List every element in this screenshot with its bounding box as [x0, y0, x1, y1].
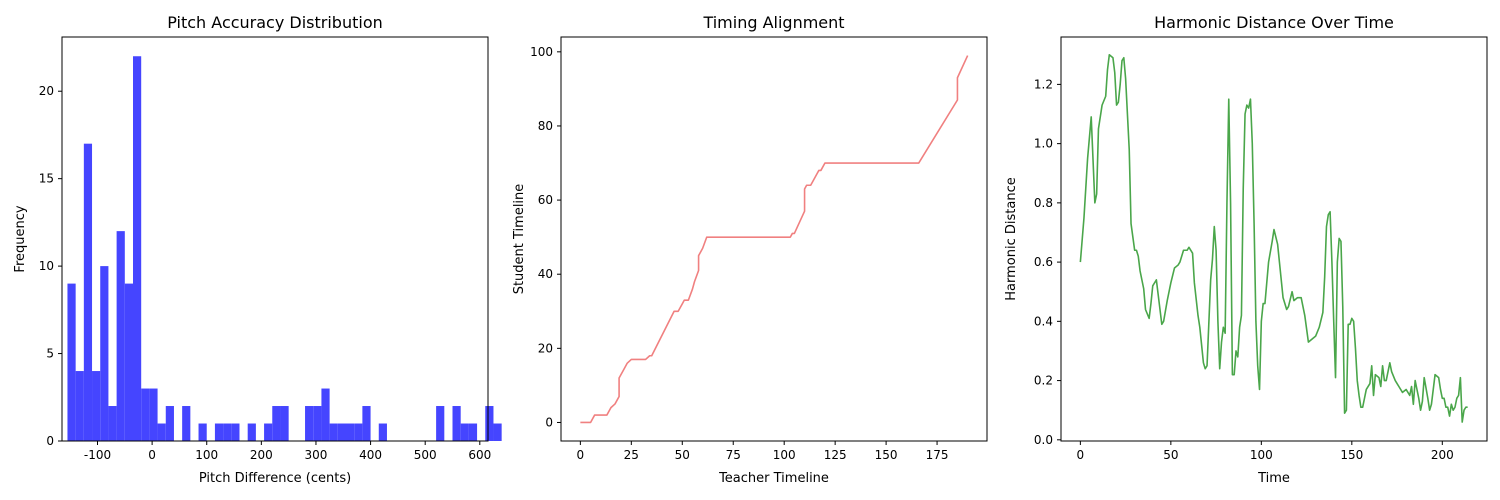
x-tick-label: 50 — [1163, 448, 1178, 462]
axes-frame — [61, 36, 489, 442]
histogram-bar — [198, 423, 207, 441]
y-tick-label: 100 — [530, 45, 553, 59]
y-axis-label: Harmonic Distance — [1004, 177, 1019, 300]
histogram-bar — [223, 423, 232, 441]
histogram-bar — [378, 423, 387, 441]
histogram-bar — [452, 406, 461, 441]
x-tick-label: 0 — [577, 448, 585, 462]
y-tick-label: 0 — [46, 434, 54, 448]
histogram-bar — [493, 423, 502, 441]
x-tick-label: 125 — [824, 448, 847, 462]
chart-title: Timing Alignment — [702, 13, 844, 32]
chart-panel-1: -100 0 100 200 300 400 500 600 0 5 10 15 20 Pitch Acc… — [13, 13, 502, 486]
series-line — [580, 55, 969, 424]
x-tick-label: 150 — [1340, 448, 1363, 462]
x-tick-label: 400 — [359, 448, 382, 462]
y-tick-label: 20 — [538, 341, 553, 355]
histogram-bar — [214, 423, 224, 441]
y-tick-label: 5 — [46, 347, 54, 361]
y-tick-label: 0 — [545, 415, 553, 429]
y-tick-label: 40 — [538, 267, 553, 281]
y-tick-label: 60 — [538, 193, 553, 207]
histogram-bar — [436, 406, 445, 441]
histogram-bar — [165, 406, 174, 441]
x-tick-label: 200 — [1431, 448, 1454, 462]
x-axis-label: Pitch Difference (cents) — [199, 471, 351, 486]
histogram-bar — [75, 371, 84, 441]
y-tick-label: 0.8 — [1034, 196, 1053, 210]
histogram-bar — [157, 423, 166, 441]
chart-title: Harmonic Distance Over Time — [1154, 13, 1394, 32]
y-tick-label: 1.0 — [1034, 137, 1053, 151]
histogram-bar — [346, 423, 355, 441]
histogram-bar — [141, 388, 150, 441]
y-axis-label: Frequency — [13, 205, 28, 272]
x-tick-label: 100 — [773, 448, 796, 462]
x-tick-label: 0 — [1077, 448, 1085, 462]
y-tick-label: 0.2 — [1034, 374, 1053, 388]
histogram-bar — [116, 231, 125, 441]
y-tick-label: 0.6 — [1034, 255, 1053, 269]
histogram-bar — [83, 143, 93, 442]
y-tick-label: 20 — [39, 84, 54, 98]
histogram-bar — [247, 423, 256, 441]
y-axis-label: Student Timeline — [512, 184, 527, 295]
histogram-bar — [272, 406, 281, 441]
histogram-bar — [354, 423, 363, 441]
y-tick-label: 80 — [538, 119, 553, 133]
x-tick-label: 175 — [926, 448, 949, 462]
x-tick-label: 600 — [468, 448, 491, 462]
histogram-bar — [67, 283, 76, 441]
x-tick-label: 100 — [1250, 448, 1273, 462]
axes-frame — [560, 36, 988, 442]
histogram-bar — [313, 406, 322, 441]
histogram-bar — [100, 266, 109, 441]
y-tick-label: 0.4 — [1034, 314, 1053, 328]
histogram-bar — [124, 283, 133, 441]
x-tick-label: 25 — [624, 448, 639, 462]
histogram-bar — [264, 423, 273, 441]
histogram-bar — [305, 406, 314, 441]
axes-frame — [1060, 36, 1488, 442]
chart-title: Pitch Accuracy Distribution — [167, 13, 383, 32]
x-tick-label: 100 — [195, 448, 218, 462]
histogram-bar — [92, 371, 101, 441]
x-tick-label: 500 — [414, 448, 437, 462]
y-tick-label: 1.2 — [1034, 77, 1053, 91]
x-tick-label: 300 — [305, 448, 328, 462]
y-tick-label: 15 — [39, 172, 54, 186]
histogram-bar — [337, 423, 346, 441]
x-tick-label: 0 — [148, 448, 156, 462]
histogram-bar — [485, 406, 494, 441]
histogram-bar — [133, 56, 142, 441]
series-line — [1079, 53, 1468, 423]
histogram-bar — [460, 423, 469, 441]
histogram-bar — [182, 406, 191, 441]
chart-panel-3: 0 50 100 150 200 0.0 0.2 0.4 0.6 0.8 1.0 1.2 Harmoni… — [1004, 13, 1488, 486]
x-tick-label: 75 — [726, 448, 741, 462]
histogram-bar — [362, 406, 371, 441]
x-tick-label: -100 — [84, 448, 111, 462]
histogram-bar — [280, 406, 289, 441]
x-tick-label: 50 — [675, 448, 690, 462]
histogram-bar — [468, 423, 478, 441]
y-tick-label: 0.0 — [1034, 433, 1053, 447]
chart-panel-2: 0 25 50 75 100 125 150 175 0 20 40 60 80 100 Timing Al… — [512, 13, 988, 486]
x-tick-label: 200 — [250, 448, 273, 462]
x-axis-label: Time — [1257, 471, 1290, 486]
y-tick-label: 10 — [39, 259, 54, 273]
x-tick-label: 150 — [875, 448, 898, 462]
histogram-bar — [231, 423, 240, 441]
histogram-bar — [108, 406, 117, 441]
histogram-bar — [321, 388, 330, 441]
histogram-bar — [329, 423, 338, 441]
x-axis-label: Teacher Timeline — [718, 471, 829, 486]
histogram-bar — [149, 388, 158, 441]
